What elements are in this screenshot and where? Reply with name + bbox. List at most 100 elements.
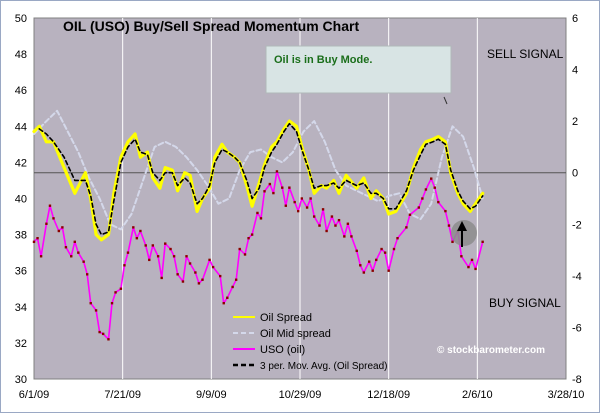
uso-point: [392, 247, 396, 251]
uso-point: [101, 332, 105, 336]
pointer-tick: [443, 96, 448, 105]
uso-point: [263, 190, 266, 193]
uso-point: [309, 197, 312, 200]
uso-point: [259, 217, 263, 220]
uso-point: [433, 186, 436, 189]
uso-point: [396, 237, 399, 240]
uso-point: [451, 240, 454, 244]
uso-point: [437, 200, 440, 204]
right-tick-label: -8: [572, 374, 582, 386]
x-tick-label: 10/29/09: [279, 389, 322, 401]
uso-point: [247, 237, 250, 240]
uso-point: [293, 200, 296, 204]
uso-point: [70, 255, 73, 258]
right-tick-label: -2: [572, 219, 582, 231]
uso-point: [371, 269, 374, 272]
uso-point: [359, 264, 362, 267]
uso-point: [444, 209, 447, 213]
buy-arrow-marker: [443, 96, 477, 247]
uso-point: [82, 260, 85, 263]
right-tick-label: 4: [572, 65, 578, 77]
uso-point: [219, 274, 222, 278]
uso-point: [114, 291, 117, 294]
right-tick-label: -4: [572, 271, 582, 283]
uso-point: [256, 211, 259, 215]
legend: Oil Spread Oil Mid spread USO (oil) 3 per. …: [233, 312, 387, 372]
x-tick-label: 3/28/10: [548, 389, 585, 401]
left-tick-label: 34: [15, 302, 27, 314]
uso-point: [148, 258, 151, 262]
watermark: © stockbarometer.com: [437, 345, 545, 356]
uso-point: [160, 276, 163, 280]
uso-point: [375, 258, 378, 262]
buy-signal-label: BUY SIGNAL: [489, 296, 561, 310]
uso-point: [144, 244, 147, 247]
x-tick-label: 2/6/10: [462, 389, 493, 401]
uso-point: [194, 271, 197, 274]
uso-point: [61, 226, 64, 229]
uso-point: [226, 296, 229, 299]
uso-point: [330, 215, 334, 218]
right-tick-label: 0: [572, 168, 578, 180]
uso-point: [185, 255, 188, 258]
x-tick-label: 9/9/09: [196, 389, 227, 401]
uso-point: [176, 273, 179, 276]
left-tick-label: 46: [15, 85, 27, 97]
right-tick-label: -6: [572, 322, 582, 334]
uso-point: [318, 224, 321, 227]
uso-point: [272, 191, 275, 195]
uso-point: [355, 249, 358, 253]
uso-point: [405, 226, 408, 229]
uso-point: [181, 280, 185, 283]
uso-point: [288, 186, 291, 189]
left-tick-label: 32: [15, 338, 27, 350]
uso-point: [275, 170, 279, 173]
uso-point: [421, 197, 424, 200]
x-tick-label: 12/18/09: [367, 389, 410, 401]
x-tick-label: 7/21/09: [104, 389, 141, 401]
right-axis-ticks: -8 -6 -4 -2 0 2 4 6: [572, 13, 582, 386]
uso-point: [110, 301, 114, 305]
uso-point: [234, 278, 238, 281]
uso-point: [284, 204, 288, 207]
left-tick-label: 50: [15, 13, 27, 25]
uso-point: [73, 240, 76, 244]
left-tick-label: 40: [15, 194, 27, 206]
legend-label: Oil Spread: [260, 312, 312, 324]
uso-point: [325, 229, 328, 233]
uso-point: [45, 222, 48, 225]
uso-point: [201, 278, 204, 281]
uso-point: [346, 222, 350, 225]
uso-point: [447, 224, 451, 227]
uso-point: [156, 255, 160, 258]
uso-point: [305, 206, 309, 209]
uso-point: [281, 186, 284, 189]
uso-point: [32, 240, 36, 244]
uso-point: [39, 255, 43, 258]
uso-point: [89, 301, 92, 305]
uso-point: [321, 208, 325, 211]
right-tick-label: 2: [572, 116, 578, 128]
uso-point: [77, 251, 80, 254]
right-tick-label: 6: [572, 13, 578, 25]
note-text: Oil is in Buy Mode.: [274, 54, 372, 66]
uso-point: [208, 258, 211, 262]
note-box: [265, 45, 452, 94]
uso-point: [57, 229, 61, 233]
uso-point: [343, 235, 346, 238]
uso-point: [297, 209, 300, 213]
uso-point: [408, 213, 412, 216]
uso-point: [474, 267, 477, 271]
left-tick-label: 36: [15, 266, 27, 278]
legend-label: 3 per. Mov. Avg. (Oil Spread): [260, 361, 387, 372]
uso-point: [312, 215, 316, 218]
left-tick-label: 48: [15, 49, 27, 61]
uso-point: [94, 309, 98, 312]
uso-point: [300, 197, 303, 200]
x-tick-label: 6/1/09: [19, 389, 50, 401]
uso-point: [481, 240, 484, 244]
uso-point: [169, 247, 172, 251]
uso-point: [387, 269, 390, 272]
uso-point: [86, 273, 89, 276]
